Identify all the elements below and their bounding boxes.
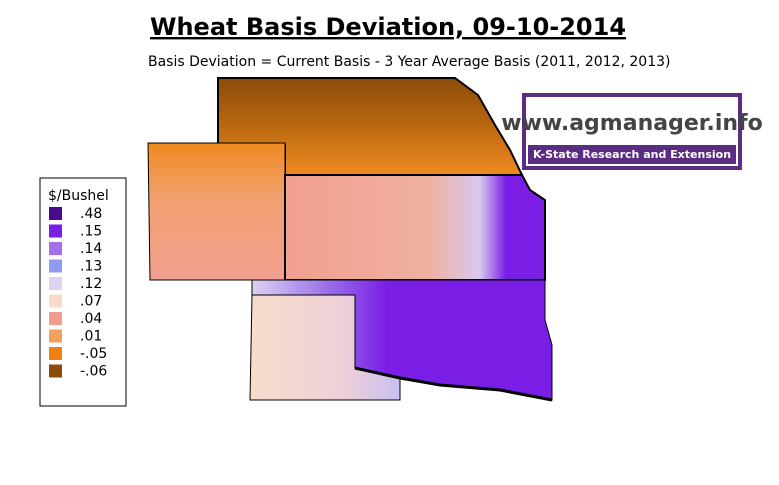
logo-band [528, 145, 736, 164]
legend-swatch [49, 224, 62, 238]
legend-label: -.05 [80, 346, 107, 362]
legend-label: .04 [80, 311, 102, 327]
legend-swatch [49, 242, 62, 255]
legend-label: .12 [80, 276, 102, 292]
legend-label: .48 [80, 206, 102, 222]
legend-swatch [49, 312, 62, 325]
legend-label: -.06 [80, 364, 107, 380]
logo: www.agmanager.info K-State Research and … [501, 93, 763, 170]
legend-label: .07 [80, 294, 102, 310]
legend-label: .01 [80, 329, 102, 345]
colorado [147, 142, 286, 281]
legend-swatch [49, 329, 62, 343]
kansas [284, 174, 546, 281]
map [147, 77, 553, 402]
legend-swatch [49, 277, 62, 290]
legend-label: .15 [80, 224, 102, 240]
legend-swatch [49, 259, 62, 273]
legend: $/Bushel .48 .15.14 .13.12 .07.04 .01-.05 -.0… [39, 177, 127, 407]
legend-swatch [49, 364, 62, 378]
logo-url: www.agmanager.info [501, 111, 762, 136]
legend-label: .14 [80, 241, 102, 257]
title: Wheat Basis Deviation, 09-10-2014 [150, 13, 626, 41]
logo-org: K-State Research and Extension [533, 148, 731, 161]
legend-label: .13 [80, 259, 102, 275]
legend-swatch [49, 347, 62, 360]
red-river [354, 366, 553, 402]
subtitle: Basis Deviation = Current Basis - 3 Year… [148, 54, 670, 70]
legend-swatch [49, 294, 62, 308]
legend-title: $/Bushel [48, 188, 109, 204]
legend-swatch [49, 207, 62, 220]
